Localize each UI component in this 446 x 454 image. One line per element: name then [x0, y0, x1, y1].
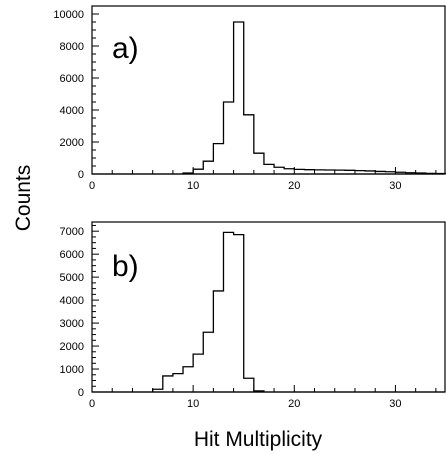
histogram-bin — [183, 367, 193, 392]
histogram-bin — [223, 232, 233, 392]
y-tick-label: 1000 — [60, 364, 84, 376]
x-tick-label: 10 — [187, 180, 199, 192]
histogram-bin — [193, 354, 203, 392]
y-tick-label: 0 — [78, 387, 84, 399]
x-tick-label: 0 — [89, 180, 95, 192]
histogram-bin — [284, 169, 294, 174]
histogram-bin — [244, 115, 254, 174]
panel-a: 0 10 20 30 0 2000 4000 6000 8000 10000 a) — [53, 5, 446, 192]
histogram-bin — [223, 102, 233, 174]
panel-b: 0 10 20 30 0 1000 2000 3000 4000 5000 6000 7000 b) — [60, 221, 446, 410]
y-tick-label: 6000 — [60, 73, 84, 85]
histogram-bin — [244, 378, 254, 392]
histogram-bin — [274, 167, 284, 174]
histogram-bin — [234, 235, 244, 392]
histogram-bin — [213, 291, 223, 392]
x-tick-label: 20 — [288, 180, 300, 192]
plot-frame — [91, 5, 446, 175]
x-tick-label: 0 — [89, 398, 95, 410]
histogram-bin — [173, 374, 183, 392]
y-axis-title: Counts — [12, 165, 35, 232]
histogram-bin — [294, 169, 304, 174]
histogram-outline — [182, 21, 446, 175]
histogram-bin — [315, 170, 325, 174]
histogram-bin — [213, 144, 223, 174]
panel-label: b) — [112, 250, 139, 283]
histogram-bin — [203, 161, 213, 174]
x-axis-title: Hit Multiplicity — [194, 428, 323, 451]
y-tick-label: 0 — [78, 169, 84, 181]
y-tick-label: 3000 — [60, 318, 84, 330]
panel-label: a) — [112, 32, 139, 65]
x-tick-label: 20 — [288, 398, 300, 410]
x-tick-label: 30 — [389, 398, 401, 410]
y-tick-label: 4000 — [60, 105, 84, 117]
plot-frame — [91, 221, 446, 393]
histogram-bin — [304, 170, 314, 174]
y-tick-label: 4000 — [60, 295, 84, 307]
y-tick-label: 8000 — [60, 41, 84, 53]
x-tick-label: 30 — [389, 180, 401, 192]
y-tick-label: 2000 — [60, 341, 84, 353]
histogram-bin — [203, 332, 213, 392]
y-tick-label: 7000 — [60, 226, 84, 238]
y-tick-label: 10000 — [53, 9, 84, 21]
histogram-bin — [193, 169, 203, 174]
histogram-bin — [234, 22, 244, 174]
y-tick-label: 5000 — [60, 272, 84, 284]
histogram-outline — [152, 231, 265, 392]
y-tick-label: 6000 — [60, 249, 84, 261]
x-tick-label: 10 — [187, 398, 199, 410]
histogram-bin — [163, 376, 173, 392]
y-tick-label: 2000 — [60, 137, 84, 149]
histogram-bin — [264, 164, 274, 174]
histogram-bin — [254, 153, 264, 174]
